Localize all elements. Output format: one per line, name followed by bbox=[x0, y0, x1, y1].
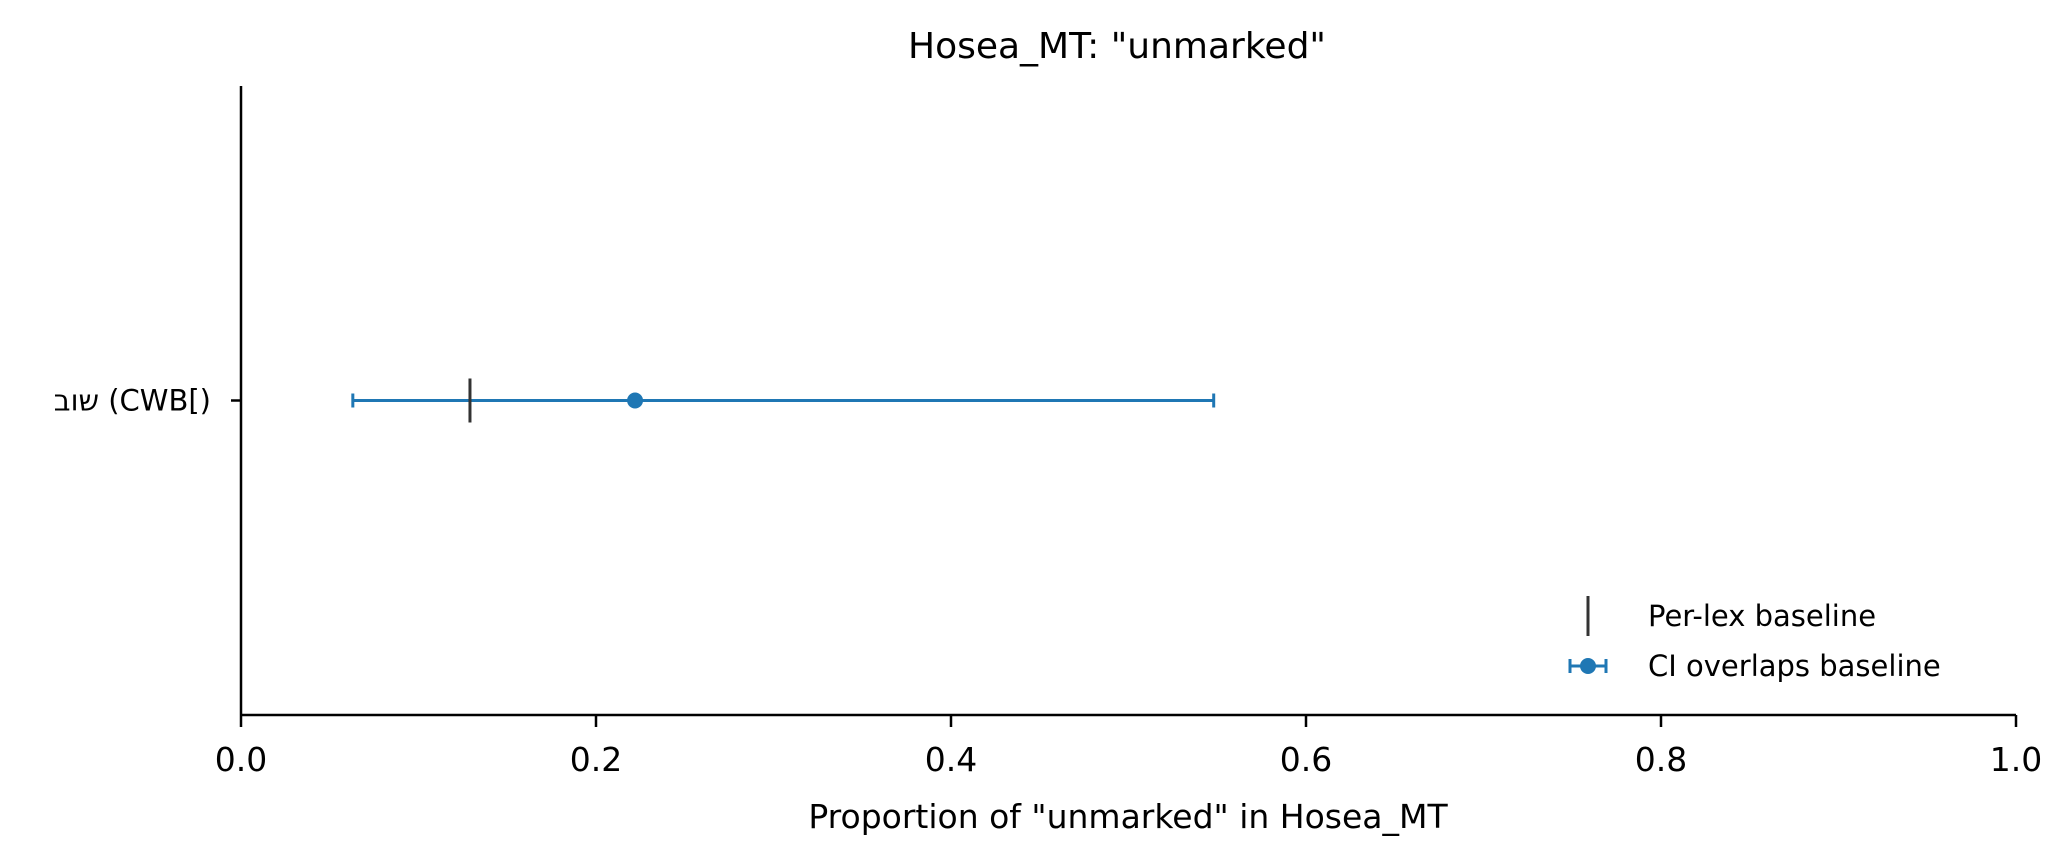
plot-area: שוב (CWB[) bbox=[54, 378, 1216, 423]
legend-label-ci: CI overlaps baseline bbox=[1648, 649, 1941, 683]
x-tick-label: 0.0 bbox=[215, 740, 267, 779]
x-axis-label: Proportion of "unmarked" in Hosea_MT bbox=[808, 797, 1448, 836]
x-tick-label: 0.4 bbox=[925, 740, 977, 779]
y-tick-label: שוב (CWB[) bbox=[54, 384, 211, 418]
legend: Per-lex baseline CI overlaps baseline bbox=[1568, 596, 1941, 683]
legend-label-baseline: Per-lex baseline bbox=[1648, 599, 1876, 633]
legend-errorbar-marker bbox=[1568, 658, 1608, 674]
point-estimate bbox=[627, 392, 644, 409]
x-tick-label: 1.0 bbox=[1990, 740, 2042, 779]
x-tick-label: 0.6 bbox=[1280, 740, 1332, 779]
x-tick-label: 0.2 bbox=[570, 740, 622, 779]
x-axis-ticks: 0.0 0.2 0.4 0.6 0.8 1.0 bbox=[215, 715, 2042, 779]
chart-title: Hosea_MT: "unmarked" bbox=[908, 26, 1326, 67]
x-tick-label: 0.8 bbox=[1635, 740, 1687, 779]
